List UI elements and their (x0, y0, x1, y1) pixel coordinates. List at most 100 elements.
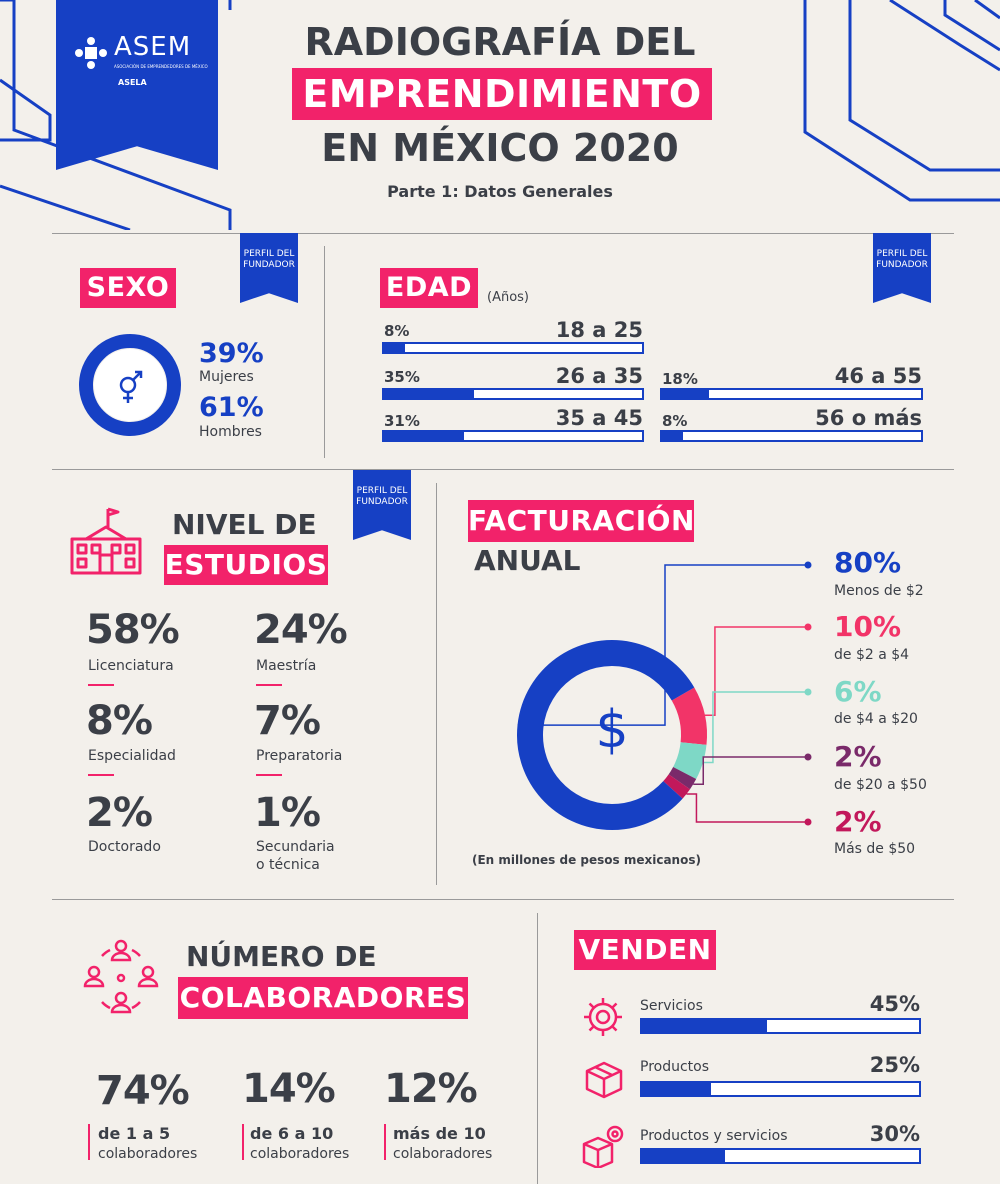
estudios-pct-6: 1% (254, 790, 321, 836)
divider-sexo-edad (324, 246, 325, 458)
fact-label-2: de $2 a $4 (834, 647, 910, 663)
men-pct: 61% (199, 392, 264, 423)
gear-icon (584, 998, 622, 1036)
colab-line2-2: colaboradores (250, 1146, 350, 1162)
edad-bar-1 (382, 342, 644, 354)
estudios-pct-5: 2% (86, 790, 153, 836)
edad-bar-fill (384, 390, 475, 398)
edad-bar-fill (662, 390, 709, 398)
colab-pct-1: 74% (96, 1068, 190, 1114)
venden-bar-fill (642, 1083, 712, 1095)
edad-range-1: 18 a 25 (555, 318, 643, 342)
donut-slice (517, 640, 695, 830)
edad-pct-3: 31% (384, 412, 420, 430)
colab-title-line2: COLABORADORES (178, 977, 468, 1019)
fact-label-3: de $4 a $20 (834, 711, 918, 727)
estudios-pct-1: 58% (86, 607, 180, 653)
leader-line (702, 691, 808, 764)
decorative-lines (0, 0, 1000, 230)
fact-pct-5: 2% (834, 805, 882, 838)
divider-top (52, 233, 954, 234)
edad-range-3: 35 a 45 (555, 406, 643, 430)
edad-range-5: 56 o más (815, 406, 922, 430)
edad-bar-2 (382, 388, 644, 400)
venden-label-3: Productos y servicios (640, 1128, 788, 1144)
edad-pct-5: 8% (662, 412, 688, 430)
leader-line (693, 756, 808, 785)
fact-label-4: de $20 a $50 (834, 777, 927, 793)
estudios-label-2: Maestría (256, 658, 317, 674)
leader-dot (804, 561, 812, 569)
fact-pct-3: 6% (834, 675, 882, 708)
venden-pct-1: 45% (869, 992, 920, 1016)
dollar-icon: $ (595, 700, 628, 760)
fact-label-1: Menos de $2 (834, 583, 924, 599)
team-icon (83, 939, 159, 1014)
estudios-underline (88, 684, 114, 686)
estudios-label-6: Secundaria (256, 839, 335, 855)
venden-pct-2: 25% (869, 1053, 920, 1077)
colab-line1-2: de 6 a 10 (250, 1124, 334, 1143)
logo-partner: ASELA (118, 78, 147, 87)
leader-dot (804, 818, 812, 826)
facturacion-donut-chart: $ (517, 561, 812, 830)
edad-pct-1: 8% (384, 322, 410, 340)
venden-bar-3 (640, 1148, 921, 1164)
estudios-underline (256, 774, 282, 776)
colab-line2-1: colaboradores (98, 1146, 198, 1162)
estudios-label-4: Preparatoria (256, 748, 343, 764)
venden-bar-1 (640, 1018, 921, 1034)
colab-title-line1: NÚMERO DE (186, 940, 377, 973)
page-subtitle: Parte 1: Datos Generales (387, 182, 613, 201)
donut-slice (668, 766, 697, 790)
fact-label-5: Más de $50 (834, 841, 916, 857)
leader-line (517, 564, 808, 726)
men-label: Hombres (199, 424, 262, 440)
donut-slice (672, 741, 707, 780)
estudios-pct-2: 24% (254, 607, 348, 653)
donut-slice (663, 774, 691, 799)
edad-range-4: 46 a 55 (834, 364, 922, 388)
gender-icon (119, 370, 143, 403)
estudios-pct-3: 8% (86, 698, 153, 744)
school-icon (70, 507, 142, 575)
colab-pct-3: 12% (384, 1066, 478, 1112)
venden-title: VENDEN (574, 930, 716, 970)
estudios-title-line2: ESTUDIOS (164, 545, 328, 585)
asem-logo-icon (75, 37, 107, 69)
venden-bar-fill (642, 1150, 726, 1162)
page-title-line3: EN MÉXICO 2020 (321, 126, 679, 170)
edad-pct-4: 18% (662, 370, 698, 388)
estudios-label-5: Doctorado (88, 839, 161, 855)
fact-pct-4: 2% (834, 740, 882, 773)
facturacion-title-line1: FACTURACIÓN (468, 500, 694, 542)
venden-bar-2 (640, 1081, 921, 1097)
venden-label-1: Servicios (640, 998, 703, 1014)
women-label: Mujeres (199, 369, 254, 385)
leader-dot (804, 688, 812, 696)
colab-marker (242, 1124, 244, 1160)
edad-unit: (Años) (487, 290, 530, 305)
leader-line (704, 626, 808, 716)
edad-bar-4 (660, 388, 923, 400)
perfil-ribbon-sexo: PERFIL DEL FUNDADOR (240, 233, 298, 303)
box-gear-icon (582, 1125, 624, 1168)
facturacion-note: (En millones de pesos mexicanos) (472, 853, 701, 867)
edad-bar-fill (384, 344, 405, 352)
logo-subtext: ASOCIACIÓN DE EMPRENDEDORES DE MÉXICO (114, 64, 208, 69)
venden-pct-3: 30% (869, 1122, 920, 1146)
sexo-title: SEXO (80, 268, 176, 308)
divider-colab-venden (537, 913, 538, 1184)
colab-line2-3: colaboradores (393, 1146, 493, 1162)
edad-range-2: 26 a 35 (555, 364, 643, 388)
estudios-label-3: Especialidad (88, 748, 176, 764)
edad-bar-fill (662, 432, 683, 440)
fact-pct-2: 10% (834, 610, 902, 643)
perfil-ribbon-edad: PERFIL DEL FUNDADOR (873, 233, 931, 303)
estudios-underline (88, 774, 114, 776)
donut-slice (671, 687, 707, 745)
divider-estudios-fact (436, 483, 437, 885)
venden-bar-fill (642, 1020, 767, 1032)
leader-dot (804, 623, 812, 631)
divider-row2 (52, 469, 954, 470)
